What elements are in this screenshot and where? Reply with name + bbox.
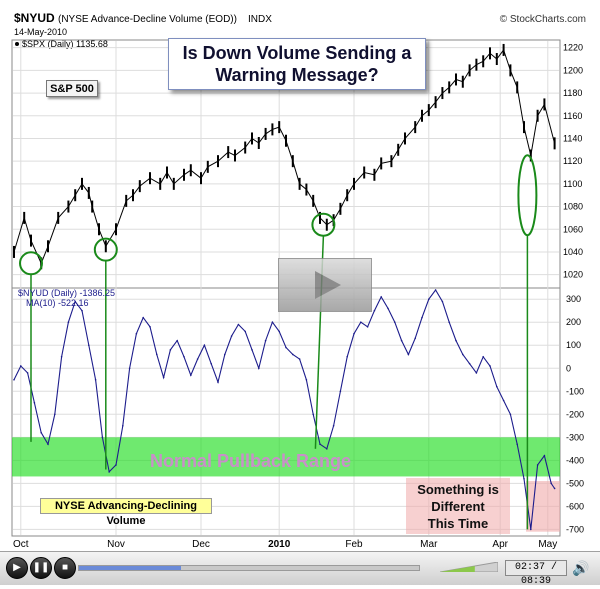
- volume-tick-label: 200: [566, 317, 581, 327]
- x-tick-label: Apr: [492, 539, 508, 550]
- speaker-icon[interactable]: 🔊: [572, 560, 590, 576]
- price-tick-label: 1040: [563, 247, 583, 257]
- price-tick-label: 1020: [563, 270, 583, 280]
- pullback-range-label: Normal Pullback Range: [150, 451, 352, 471]
- index-name-label: (NYSE Advance-Decline Volume (EOD)): [58, 14, 237, 25]
- annotation-layer: [19, 154, 538, 530]
- date-label: 14-May-2010: [14, 27, 67, 37]
- video-player-bar: ▶ ❚❚ ■ 02:37 / 08:39 🔊: [0, 551, 600, 587]
- headline-line1: Is Down Volume Sending a: [182, 43, 412, 63]
- volume-tick-label: 100: [566, 340, 581, 350]
- price-tick-label: 1080: [563, 202, 583, 212]
- volume-slider[interactable]: [440, 562, 498, 572]
- price-tick-label: 1160: [563, 111, 582, 121]
- nyud-line: [13, 289, 556, 530]
- price-legend: $SPX (Daily) 1135.68: [22, 39, 108, 49]
- volume-tick-label: -600: [566, 501, 584, 511]
- progress-fill: [79, 566, 181, 570]
- symbol-label: $NYUD: [14, 11, 55, 25]
- diff-line3: This Time: [427, 516, 489, 531]
- price-tick-label: 1140: [563, 133, 582, 143]
- progress-track[interactable]: [78, 565, 420, 571]
- axis-layer: Oct Nov Dec 2010 Feb Mar Apr May 1020 1040 1060 108…: [13, 43, 584, 550]
- volume-tick-label: 0: [566, 363, 571, 373]
- time-display: 02:37 / 08:39: [505, 560, 567, 587]
- copyright-label: © StockCharts.com: [500, 14, 586, 25]
- volume-tick-label: -500: [566, 478, 584, 488]
- x-tick-label: Nov: [107, 539, 125, 550]
- video-play-overlay[interactable]: [278, 258, 372, 312]
- volume-tick-label: -400: [566, 455, 584, 465]
- exchange-label: INDX: [248, 14, 272, 25]
- volume-tick-label: -100: [566, 386, 584, 396]
- price-tick-label: 1200: [563, 65, 583, 75]
- x-tick-label: Dec: [192, 539, 210, 550]
- nyud-legend: $NYUD (Daily) -1386.25: [18, 288, 115, 298]
- price-series-layer: [13, 43, 556, 270]
- volume-series-layer: [13, 289, 556, 531]
- volume-tick-label: -300: [566, 432, 584, 442]
- ma-legend: MA(10) -522.16: [26, 298, 89, 308]
- x-tick-label: May: [538, 539, 557, 550]
- price-line: [13, 48, 556, 265]
- price-tick-label: 1120: [563, 156, 582, 166]
- headline-line2: Warning Message?: [215, 65, 379, 85]
- x-tick-label: 2010: [268, 539, 291, 550]
- play-icon: [315, 271, 341, 299]
- x-tick-label: Feb: [345, 539, 363, 550]
- diff-line2: Different: [431, 499, 485, 514]
- x-tick-label: Oct: [13, 539, 29, 550]
- diff-line1: Something is: [417, 482, 499, 497]
- x-tick-label: Mar: [420, 539, 438, 550]
- price-tick-label: 1100: [563, 179, 582, 189]
- volume-tick-label: -200: [566, 409, 584, 419]
- stop-button[interactable]: ■: [54, 557, 76, 579]
- different-this-time-box: Something is Different This Time: [406, 478, 510, 534]
- headline-box: Is Down Volume Sending a Warning Message…: [168, 38, 426, 90]
- price-tick-label: 1180: [563, 88, 582, 98]
- pause-button[interactable]: ❚❚: [30, 557, 52, 579]
- price-tick-label: 1060: [563, 224, 583, 234]
- play-button[interactable]: ▶: [6, 557, 28, 579]
- volume-tick-label: 300: [566, 294, 581, 304]
- price-legend-icon: [15, 42, 19, 46]
- price-tick-label: 1220: [563, 43, 583, 53]
- volume-tick-label: -700: [566, 524, 584, 534]
- nyse-volume-label: NYSE Advancing-Declining Volume: [40, 498, 212, 527]
- sp500-label: S&P 500: [46, 80, 98, 97]
